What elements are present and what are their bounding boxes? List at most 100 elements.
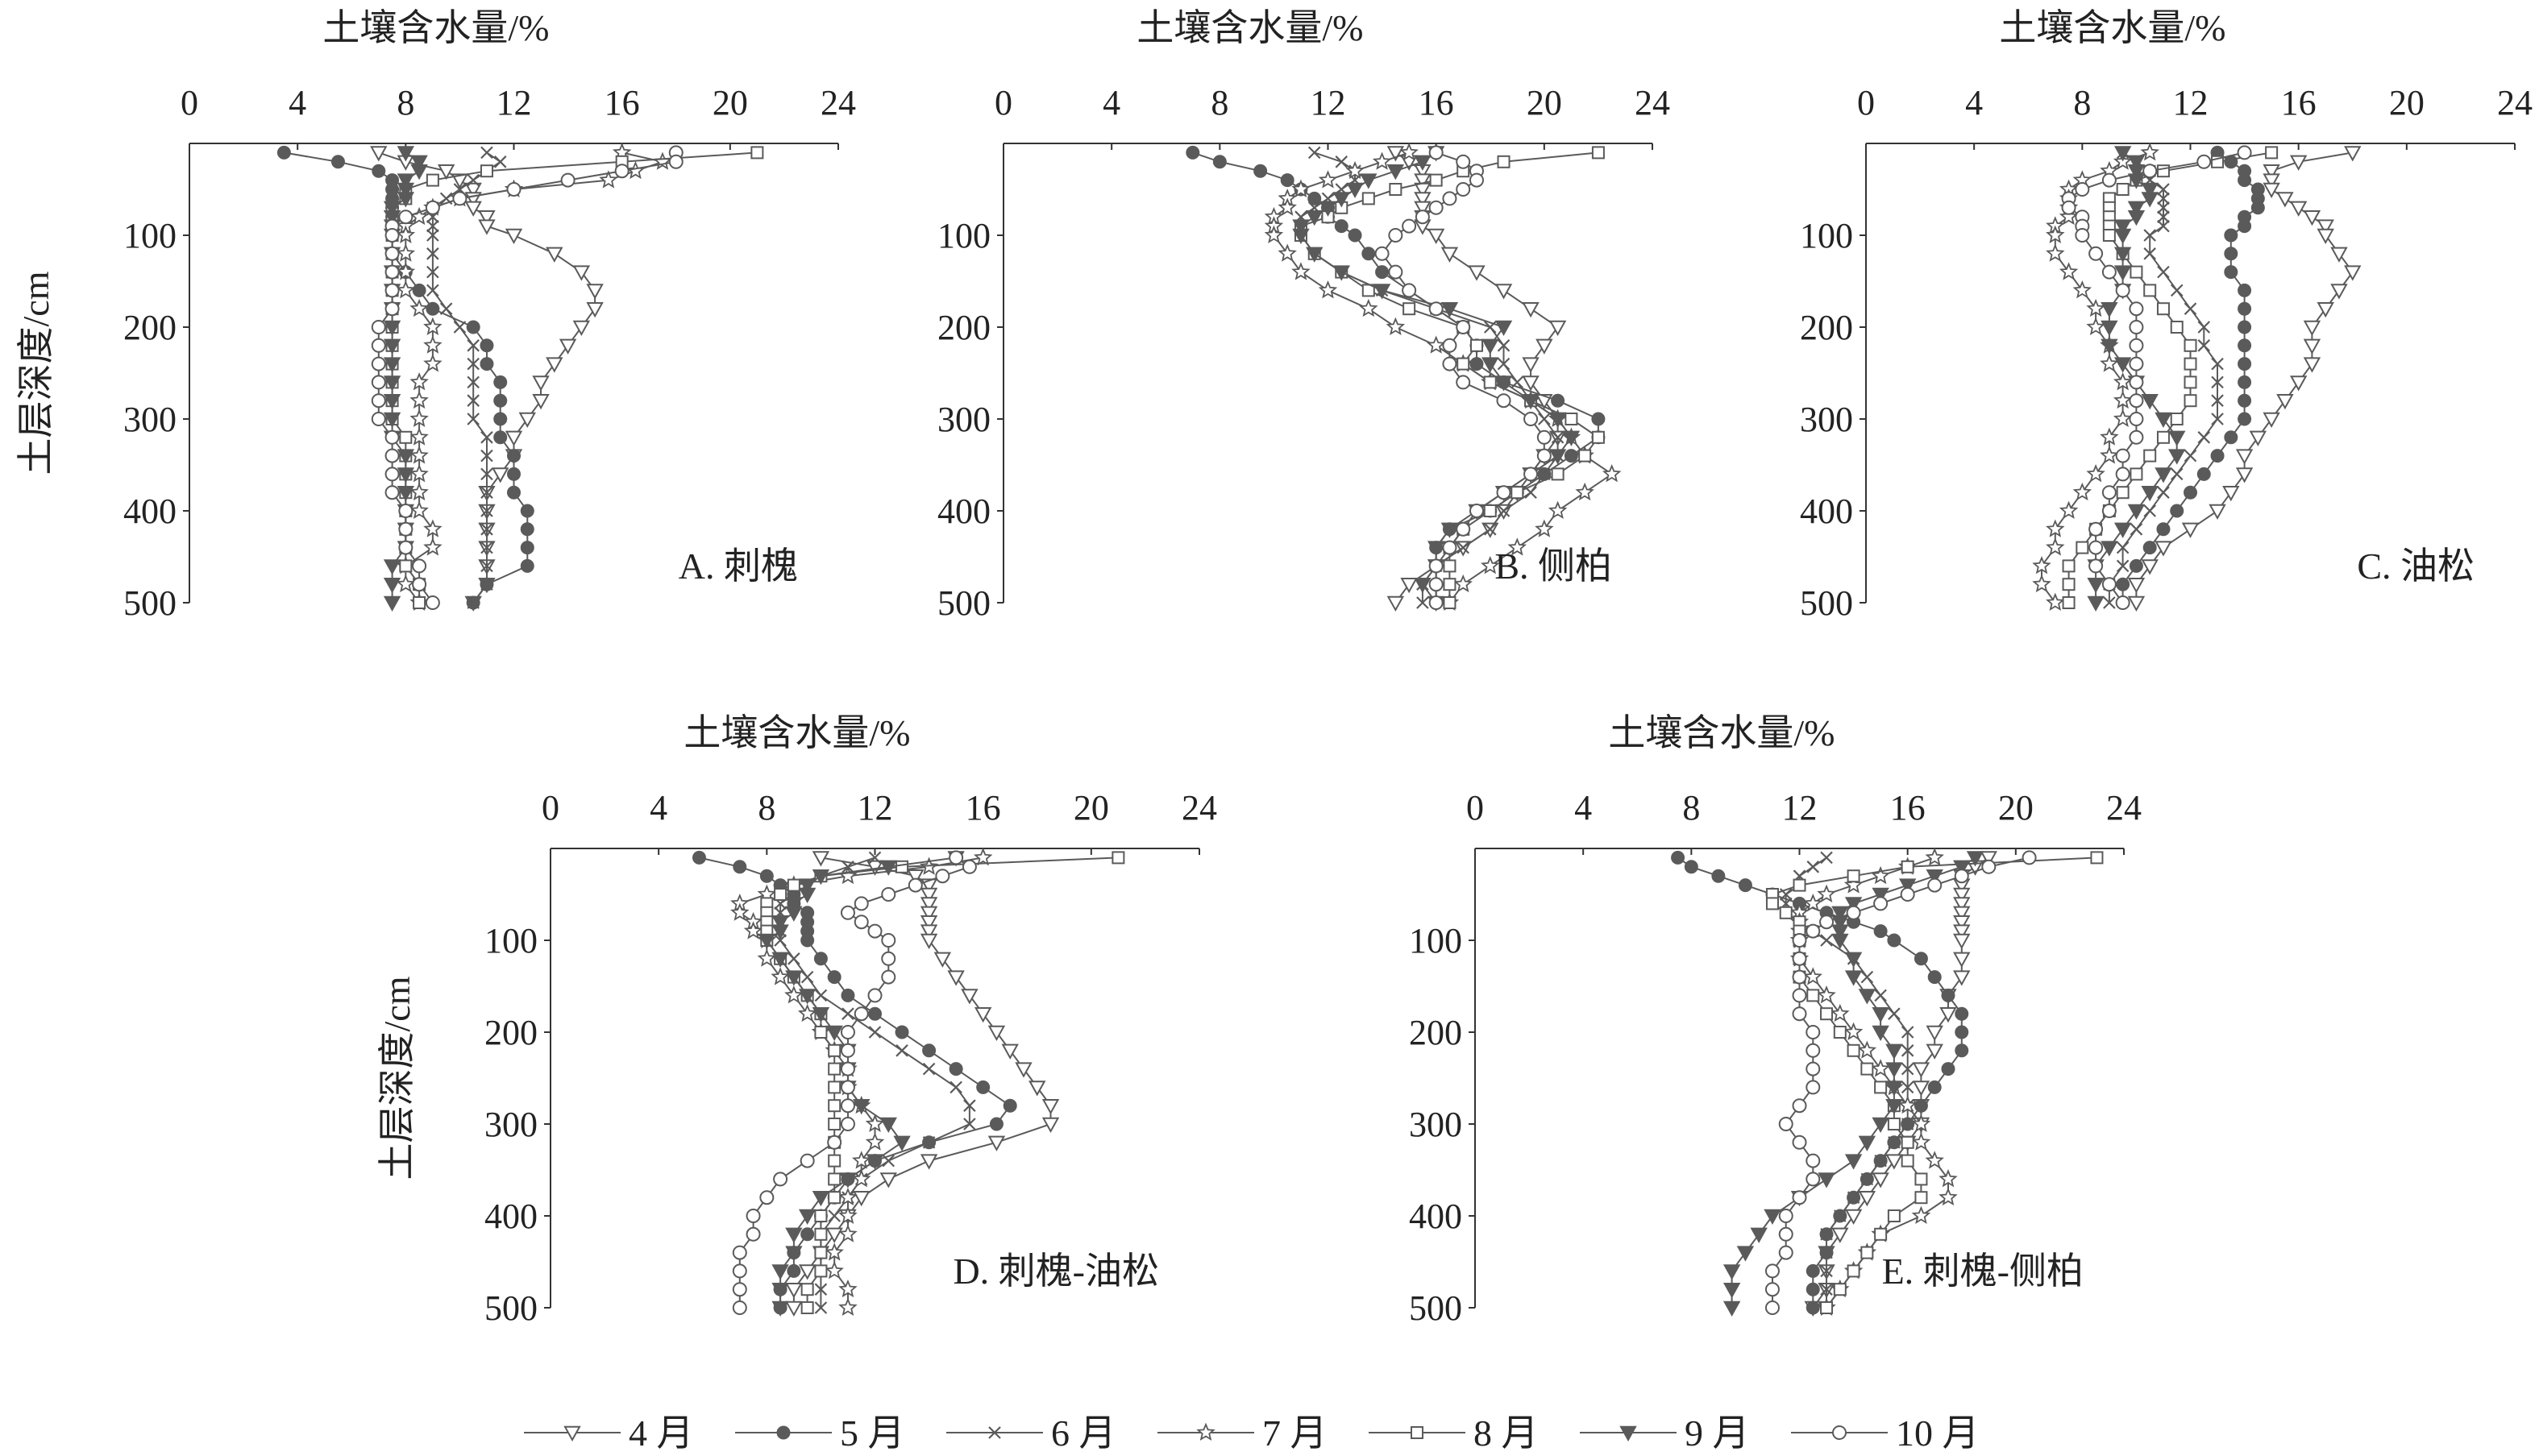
data-point [478,210,496,226]
data-point [2129,412,2144,426]
data-point [2129,356,2144,371]
data-point [1911,1205,1931,1224]
x-tick-label: 16 [1890,788,1926,828]
data-point [867,988,883,1003]
data-point [1456,320,1471,334]
data-point [1386,595,1405,612]
data-point [384,467,400,482]
data-point [785,1246,803,1262]
x-tick-label: 0 [995,83,1012,122]
data-point [397,467,415,483]
data-point [409,390,429,409]
data-point [828,1099,841,1113]
data-point [840,1043,855,1058]
y-tick-label: 300 [123,400,177,439]
data-point [396,574,416,593]
data-point [895,1025,909,1039]
data-point [409,464,429,483]
chart-panels: 0 4 8 12 16 20 24100200300400500土壤含水量/%土层深度/cm… [15,7,2533,1328]
data-point [2142,164,2158,179]
data-point [1901,1062,1914,1076]
data-point [1402,218,1417,234]
data-point [1750,1227,1768,1243]
data-point [853,1191,871,1207]
data-point [2088,246,2104,261]
data-point [868,851,882,865]
data-point [409,446,429,464]
data-point [2046,537,2065,556]
data-point [774,888,787,901]
data-point [1306,247,1324,263]
data-point [1345,160,1365,180]
x-tick-label: 24 [1635,83,1670,122]
data-point [2238,301,2252,316]
data-point [1427,541,1445,557]
data-point [397,192,415,208]
data-point [425,595,440,610]
data-point [1722,1264,1741,1280]
legend-label: 7 月 [1262,1412,1328,1454]
data-point [1291,179,1311,197]
data-point [412,283,426,297]
x-tick-label: 12 [1311,83,1346,122]
data-point [2127,504,2146,521]
data-point [1806,1300,1820,1315]
data-point [828,1043,841,1057]
data-point [426,265,439,279]
data-point [1953,924,1971,940]
data-point [493,412,508,426]
series-4 [2032,143,2159,611]
data-point [398,209,413,225]
data-point [1414,201,1432,217]
data-point [828,1172,841,1186]
data-point [2130,523,2143,536]
data-point [1806,989,1820,1002]
data-point [1497,155,1511,168]
panel-5: 0 4 8 12 16 20 24 100 200 300 400 500 土壤含水量/% E. 刺槐-侧… [1409,712,2142,1328]
data-point [2129,393,2144,409]
data-point [1939,1187,1958,1206]
data-point [1548,449,1567,465]
data-point [1440,247,1459,263]
data-point [828,1081,841,1094]
data-point [1402,283,1417,298]
x-tick-label: 16 [2281,83,2317,122]
data-point [668,154,684,169]
data-point [2238,357,2252,371]
data-point [2276,394,2294,410]
data-point [2113,228,2132,245]
data-point [2059,262,2079,280]
data-point [746,1209,761,1223]
data-point [1901,1081,1914,1094]
series-3 [426,146,507,609]
data-point [464,182,482,199]
data-point [2143,247,2156,260]
data-point [1469,338,1483,352]
data-point [2330,247,2348,263]
data-point [371,412,386,426]
data-point [2197,339,2211,352]
data-point [866,1154,884,1170]
data-point [2127,210,2146,226]
data-point [787,878,800,892]
data-point [409,298,429,317]
data-point [1806,1263,1820,1278]
data-point [879,1117,897,1134]
data-point [2157,201,2170,214]
data-point [1389,183,1402,196]
data-point [1941,1062,1955,1076]
data-point [773,1172,788,1187]
data-point [383,394,401,410]
data-point [2100,354,2119,372]
data-point [1291,262,1311,280]
data-point [480,504,493,517]
x-tick-label: 24 [2106,788,2142,828]
data-point [1778,1245,1793,1260]
data-point [1860,970,1874,984]
data-point [1792,1190,1807,1205]
x-tick-label: 20 [1527,83,1562,122]
series-5 [1294,146,1605,609]
data-point [987,1135,1006,1151]
data-point [1874,1227,1888,1241]
data-point [1402,302,1416,316]
